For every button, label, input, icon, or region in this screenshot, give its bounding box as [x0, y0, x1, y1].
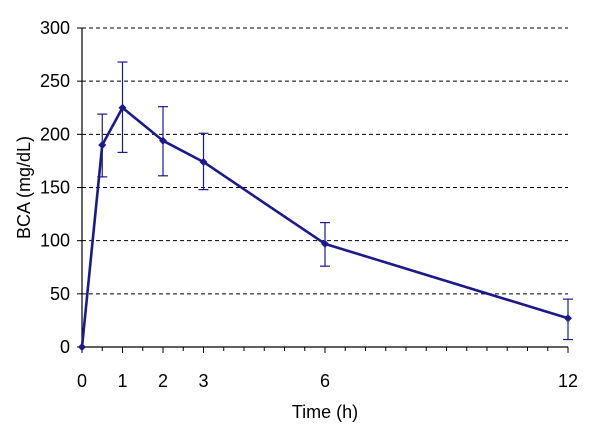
y-tick-label: 200	[40, 124, 70, 144]
y-tick-label: 250	[40, 71, 70, 91]
y-tick-label: 50	[50, 284, 70, 304]
y-tick-label: 0	[60, 337, 70, 357]
x-tick-label: 2	[158, 371, 168, 391]
y-tick-label: 100	[40, 231, 70, 251]
data-series	[78, 61, 573, 351]
y-tick-label: 150	[40, 178, 70, 198]
x-tick-label: 0	[77, 371, 87, 391]
x-axis-title: Time (h)	[292, 402, 358, 422]
data-point	[118, 103, 127, 112]
data-point	[321, 239, 329, 248]
data-point	[78, 343, 86, 351]
data-point	[564, 314, 572, 323]
data-point	[199, 157, 208, 166]
data-point	[98, 140, 107, 149]
x-tick-label: 3	[198, 371, 208, 391]
data-point	[159, 136, 167, 145]
x-tick-label: 12	[558, 371, 578, 391]
x-tick-label: 1	[117, 371, 127, 391]
y-axis-title: BCA (mg/dL)	[14, 136, 34, 239]
axes	[77, 27, 569, 353]
y-tick-label: 300	[40, 18, 70, 38]
x-tick-label: 6	[320, 371, 330, 391]
